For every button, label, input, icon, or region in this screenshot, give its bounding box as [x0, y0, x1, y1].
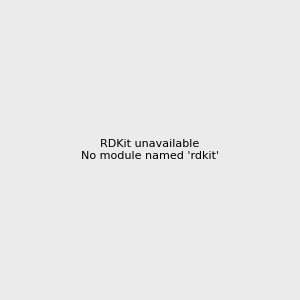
- Text: RDKit unavailable
No module named 'rdkit': RDKit unavailable No module named 'rdkit…: [81, 139, 219, 161]
